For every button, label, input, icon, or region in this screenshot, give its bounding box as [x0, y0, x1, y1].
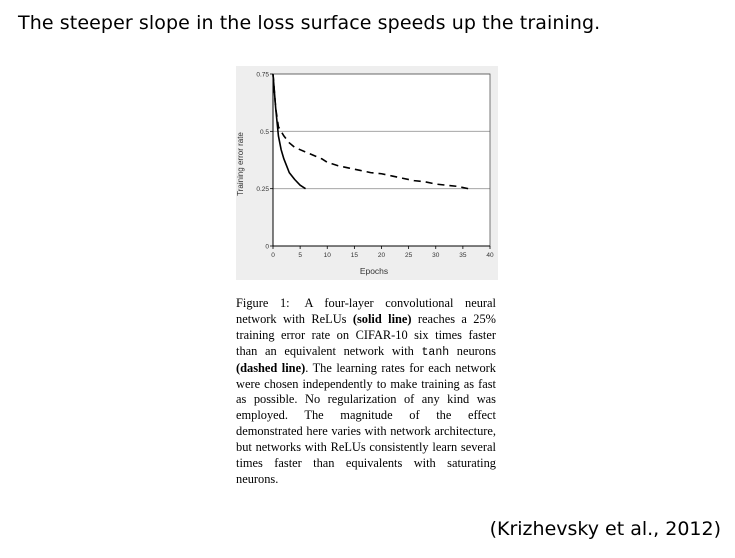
- x-tick-label: 25: [405, 252, 413, 259]
- x-tick-label: 15: [351, 252, 359, 259]
- solid-line-label: (solid line): [352, 311, 412, 326]
- caption-text-3: neurons: [449, 343, 497, 358]
- citation: (Krizhevsky et al., 2012): [489, 518, 721, 540]
- caption-text-1: A four-layer convolutional neural networ…: [236, 296, 496, 326]
- y-tick-label: 0: [265, 244, 269, 251]
- y-tick-label: 0.5: [260, 129, 269, 136]
- x-tick-label: 40: [486, 252, 494, 259]
- x-tick-label: 0: [271, 252, 275, 259]
- x-tick-label: 5: [298, 252, 302, 259]
- x-tick-label: 20: [378, 252, 386, 259]
- figure-label: Figure 1:: [236, 296, 290, 310]
- slide-title: The steeper slope in the loss surface sp…: [18, 12, 601, 34]
- plot-area: [273, 74, 490, 246]
- y-tick-label: 0.75: [256, 72, 269, 79]
- tanh-term: tanh: [421, 345, 450, 359]
- caption-text-2: reaches a 25% training error rate on CIF…: [236, 311, 497, 358]
- training-error-chart: 0 0.25 0.5 0.75 0 5 10 15 20 25 30 35 40 Epochs Trai…: [236, 72, 494, 277]
- figure-caption: Figure 1: A four-layer convolutional neu…: [236, 296, 496, 488]
- series-lines: [272, 73, 469, 190]
- dashed-series-line: [272, 73, 469, 190]
- dashed-line-label: (dashed line): [236, 360, 306, 375]
- caption-text-4: . The learning rates for each network we…: [236, 360, 497, 486]
- x-tick-label: 30: [432, 252, 440, 259]
- x-axis-label: Epochs: [360, 266, 388, 276]
- x-tick-label: 10: [324, 252, 332, 259]
- y-axis-label: Training error rate: [236, 132, 245, 196]
- tick-labels: 0 0.25 0.5 0.75 0 5 10 15 20 25 30 35 40: [256, 72, 494, 260]
- grid-lines: [273, 73, 490, 246]
- x-tick-label: 35: [459, 252, 467, 259]
- y-tick-label: 0.25: [256, 186, 269, 193]
- figure-panel: 0 0.25 0.5 0.75 0 5 10 15 20 25 30 35 40 Epochs Trai…: [236, 66, 498, 280]
- axes: [270, 73, 491, 249]
